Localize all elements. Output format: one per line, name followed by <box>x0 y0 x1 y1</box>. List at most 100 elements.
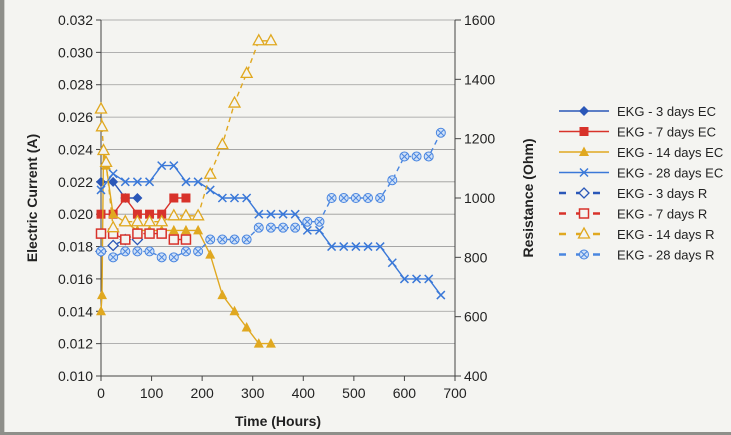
data-point <box>193 246 204 257</box>
legend-item: EKG - 7 days EC <box>559 125 716 140</box>
data-point <box>363 242 373 252</box>
data-point <box>338 193 349 203</box>
x-axis-title: Time (Hours) <box>235 413 321 429</box>
data-point-stroke <box>170 253 178 261</box>
y-tick-label: 0.010 <box>58 368 93 384</box>
x-tick-label: 500 <box>342 385 366 401</box>
data-point <box>96 209 106 219</box>
data-point-stroke <box>387 258 397 268</box>
y-tick-label: 0.014 <box>58 303 93 319</box>
y-tick-label: 0.032 <box>58 12 93 28</box>
data-point <box>229 193 240 203</box>
data-point <box>142 214 157 227</box>
data-point <box>578 208 590 219</box>
data-point <box>96 143 111 156</box>
data-point-stroke <box>376 194 384 202</box>
data-point <box>265 338 276 348</box>
data-point-stroke <box>351 242 361 252</box>
legend-label: EKG - 14 days R <box>617 227 715 242</box>
data-point-stroke <box>436 290 446 300</box>
data-point <box>314 216 325 227</box>
data-point-stroke <box>121 248 129 255</box>
data-point <box>264 33 278 46</box>
data-point-stroke <box>291 224 299 232</box>
data-point <box>314 225 324 235</box>
series-ekg-28-days-r <box>96 127 446 263</box>
y-tick-label: 0.026 <box>58 109 93 125</box>
data-point <box>108 169 118 179</box>
y-tick-label: 0.018 <box>58 239 93 255</box>
data-point <box>411 151 422 162</box>
data-point-stroke <box>182 248 190 255</box>
data-point-stroke <box>194 248 202 255</box>
y2-tick-label: 1400 <box>464 71 495 87</box>
data-point <box>106 220 120 233</box>
data-point <box>132 228 143 239</box>
series-ekg-14-days-r <box>94 33 278 233</box>
data-point-stroke <box>314 225 324 235</box>
data-point-stroke <box>580 251 588 258</box>
data-point <box>95 119 109 132</box>
data-point <box>205 185 215 195</box>
data-point <box>130 214 145 227</box>
data-point-stroke <box>340 194 348 202</box>
y2-tick-label: 400 <box>464 368 488 384</box>
data-point <box>205 249 216 259</box>
data-point-stroke <box>424 274 434 284</box>
data-point <box>252 33 266 46</box>
series-line <box>100 238 138 253</box>
legend-label: EKG - 3 days EC <box>617 104 716 119</box>
data-point-stroke <box>108 169 118 179</box>
legend-item: EKG - 3 days EC <box>559 104 716 119</box>
data-point-stroke <box>206 236 214 243</box>
data-point <box>412 274 422 284</box>
y2-axis-title: Resistance (Ohm) <box>520 138 536 257</box>
legend-label: EKG - 7 days R <box>617 207 707 222</box>
data-point <box>240 66 254 79</box>
data-point <box>97 289 108 300</box>
data-point <box>229 234 240 245</box>
legend-item: EKG - 28 days EC <box>559 166 723 181</box>
data-point-stroke <box>364 194 372 202</box>
data-point <box>108 176 119 187</box>
data-point <box>215 137 229 150</box>
legend-item: EKG - 7 days R <box>559 207 707 222</box>
data-point <box>108 208 119 219</box>
data-point <box>156 228 167 239</box>
data-point-stroke <box>290 209 300 219</box>
data-point <box>132 193 143 203</box>
data-point <box>302 216 313 227</box>
data-point-stroke <box>375 242 385 252</box>
y-tick-label: 0.016 <box>58 271 93 287</box>
data-point <box>193 177 203 187</box>
legend-label: EKG - 7 days EC <box>617 125 716 140</box>
data-point <box>351 242 361 252</box>
data-point-stroke <box>231 236 238 243</box>
data-point-stroke <box>316 218 323 226</box>
data-point-stroke <box>120 177 130 187</box>
data-point <box>253 222 264 233</box>
data-point-stroke <box>302 225 312 235</box>
data-point <box>96 185 106 195</box>
data-point <box>181 177 191 187</box>
data-point-stroke <box>242 193 252 203</box>
data-point <box>254 209 264 219</box>
series-ekg-7-days-r <box>95 228 192 245</box>
data-point <box>241 321 252 332</box>
data-point <box>229 305 240 316</box>
data-point <box>96 305 106 316</box>
data-point <box>241 234 252 245</box>
data-point <box>217 193 227 203</box>
data-point-stroke <box>219 236 226 243</box>
x-tick-label: 400 <box>292 385 316 401</box>
data-point-stroke <box>157 161 167 171</box>
y2-tick-label: 1600 <box>464 12 495 28</box>
data-point <box>167 208 181 221</box>
data-point-stroke <box>205 185 215 195</box>
data-point <box>144 246 155 257</box>
data-point <box>399 274 409 284</box>
data-point <box>205 234 216 245</box>
data-point-stroke <box>254 209 264 219</box>
x-tick-label: 700 <box>443 385 467 401</box>
data-point-stroke <box>388 176 396 184</box>
